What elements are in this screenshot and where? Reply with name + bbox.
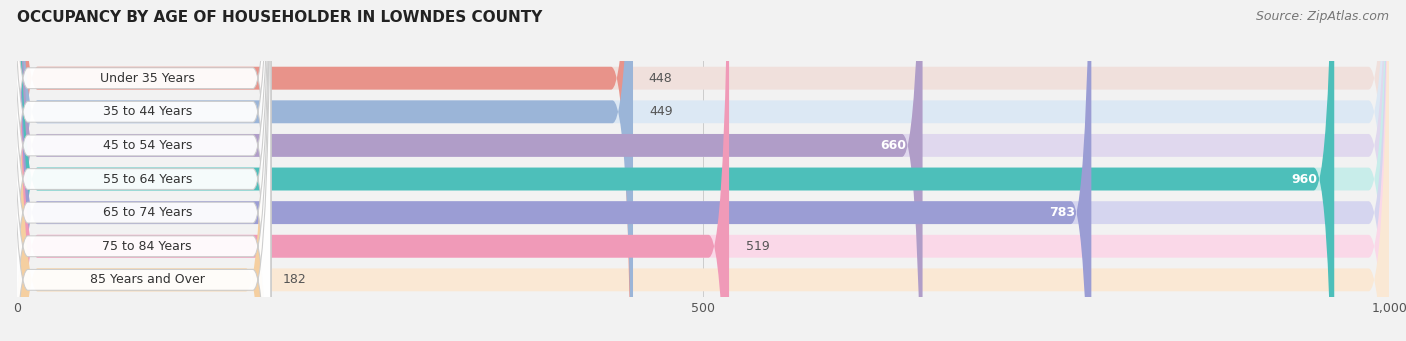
Text: 182: 182 xyxy=(283,273,307,286)
Text: 660: 660 xyxy=(880,139,905,152)
Text: 45 to 54 Years: 45 to 54 Years xyxy=(103,139,193,152)
FancyBboxPatch shape xyxy=(10,0,271,341)
Text: 75 to 84 Years: 75 to 84 Years xyxy=(103,240,193,253)
Text: 35 to 44 Years: 35 to 44 Years xyxy=(103,105,191,118)
Text: Under 35 Years: Under 35 Years xyxy=(100,72,194,85)
FancyBboxPatch shape xyxy=(17,0,730,341)
Text: 783: 783 xyxy=(1049,206,1074,219)
Text: 960: 960 xyxy=(1292,173,1317,186)
FancyBboxPatch shape xyxy=(17,0,922,341)
Text: OCCUPANCY BY AGE OF HOUSEHOLDER IN LOWNDES COUNTY: OCCUPANCY BY AGE OF HOUSEHOLDER IN LOWND… xyxy=(17,10,543,25)
FancyBboxPatch shape xyxy=(17,0,1389,341)
FancyBboxPatch shape xyxy=(17,0,1389,341)
FancyBboxPatch shape xyxy=(17,0,1389,341)
Text: 448: 448 xyxy=(648,72,672,85)
Text: 65 to 74 Years: 65 to 74 Years xyxy=(103,206,193,219)
FancyBboxPatch shape xyxy=(17,0,631,341)
Text: Source: ZipAtlas.com: Source: ZipAtlas.com xyxy=(1256,10,1389,23)
FancyBboxPatch shape xyxy=(17,0,633,341)
FancyBboxPatch shape xyxy=(17,0,1389,341)
Text: 519: 519 xyxy=(745,240,769,253)
FancyBboxPatch shape xyxy=(10,0,271,341)
Text: 449: 449 xyxy=(650,105,673,118)
FancyBboxPatch shape xyxy=(10,0,271,341)
FancyBboxPatch shape xyxy=(17,0,1334,341)
Text: 55 to 64 Years: 55 to 64 Years xyxy=(103,173,193,186)
FancyBboxPatch shape xyxy=(10,0,271,341)
FancyBboxPatch shape xyxy=(17,0,1091,341)
FancyBboxPatch shape xyxy=(10,0,271,341)
FancyBboxPatch shape xyxy=(17,0,267,341)
FancyBboxPatch shape xyxy=(10,0,271,341)
FancyBboxPatch shape xyxy=(17,0,1389,341)
FancyBboxPatch shape xyxy=(10,0,271,341)
FancyBboxPatch shape xyxy=(17,0,1389,341)
Text: 85 Years and Over: 85 Years and Over xyxy=(90,273,205,286)
FancyBboxPatch shape xyxy=(17,0,1389,341)
